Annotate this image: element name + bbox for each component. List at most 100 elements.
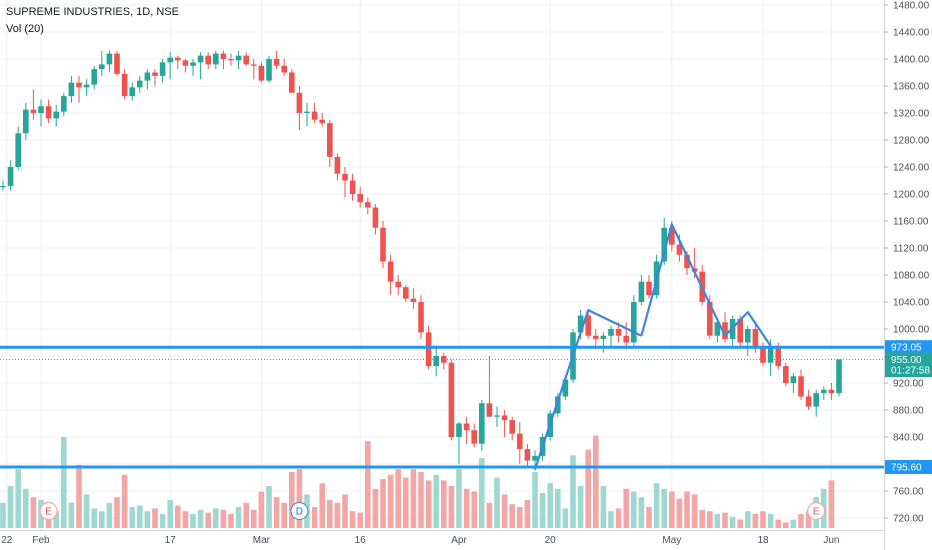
candle-body bbox=[334, 156, 341, 174]
candle-body bbox=[0, 185, 6, 188]
volume-bar bbox=[479, 458, 485, 528]
candle-body bbox=[129, 87, 135, 97]
volume-bar bbox=[342, 494, 348, 528]
price-tick-label: 880.00 bbox=[893, 406, 924, 417]
volume-bar bbox=[775, 519, 781, 528]
candle-body bbox=[30, 109, 37, 113]
candle-body bbox=[7, 167, 14, 186]
candle-body bbox=[45, 106, 52, 119]
event-marker-circle bbox=[807, 501, 826, 521]
volume-bar bbox=[737, 519, 743, 528]
candle-body bbox=[441, 356, 447, 363]
horizontal-levels[interactable] bbox=[0, 345, 884, 469]
volume-bar bbox=[707, 511, 713, 528]
candle-body bbox=[433, 356, 439, 367]
time-axis[interactable]: 22 Feb 17 Mar 16 Apr 20 May 18 Jun bbox=[0, 530, 884, 550]
volume-bar bbox=[600, 486, 607, 528]
price-axis[interactable]: 720.00760.00800.00840.00880.00920.00960.… bbox=[884, 0, 932, 550]
price-tick-label: 1080.00 bbox=[893, 271, 930, 282]
volume-bars bbox=[0, 435, 835, 528]
candle-body bbox=[243, 55, 249, 65]
volume-bar bbox=[137, 505, 143, 528]
price-tick-label: 1120.00 bbox=[893, 244, 929, 255]
candle-body bbox=[684, 254, 690, 269]
candle-body bbox=[296, 92, 303, 113]
volume-bar bbox=[167, 500, 173, 528]
pattern-line bbox=[640, 223, 726, 337]
candle-body bbox=[91, 69, 97, 85]
volume-bar bbox=[144, 511, 151, 528]
candle-body bbox=[501, 415, 508, 421]
volume-bar bbox=[334, 502, 341, 528]
volume-bar bbox=[182, 511, 189, 528]
volume-bar bbox=[121, 474, 128, 528]
candle-body bbox=[608, 329, 614, 336]
volume-bar bbox=[68, 502, 75, 528]
candle-body bbox=[289, 72, 295, 93]
price-label-text: 01:27:58 bbox=[891, 366, 930, 377]
candle-body bbox=[99, 64, 105, 70]
volume-bar bbox=[608, 511, 614, 528]
candle-body bbox=[828, 389, 835, 394]
candle-body bbox=[197, 55, 204, 63]
event-marker-circle bbox=[39, 501, 58, 521]
volume-bar bbox=[289, 472, 295, 528]
volume-bar bbox=[615, 508, 622, 528]
volume-bar bbox=[783, 522, 789, 528]
volume-bar bbox=[61, 437, 67, 528]
candle-body bbox=[623, 335, 629, 343]
volume-bar bbox=[159, 514, 166, 528]
candle-body bbox=[190, 62, 196, 66]
candle-body bbox=[175, 57, 181, 61]
candle-body bbox=[213, 53, 219, 65]
time-tick-label: Feb bbox=[32, 535, 50, 546]
volume-bar bbox=[15, 469, 21, 528]
candle-body bbox=[372, 207, 379, 228]
time-tick-label: 17 bbox=[165, 535, 177, 546]
price-label-text: 955.00 bbox=[891, 355, 922, 366]
candle-body bbox=[114, 53, 120, 74]
volume-bar bbox=[220, 509, 227, 528]
candle-body bbox=[783, 366, 789, 383]
time-axis-bg bbox=[0, 530, 884, 550]
volume-bar bbox=[296, 469, 303, 528]
volume-bar bbox=[646, 507, 652, 528]
price-tick-label: 920.00 bbox=[893, 379, 924, 390]
volume-bar bbox=[152, 508, 158, 528]
volume-bar bbox=[441, 480, 447, 528]
volume-bar bbox=[669, 491, 675, 528]
volume-bar bbox=[83, 494, 90, 528]
candle-body bbox=[524, 449, 531, 461]
time-tick-label: Jun bbox=[823, 535, 839, 546]
price-tick-label: 1440.00 bbox=[893, 28, 930, 39]
time-tick-label: Mar bbox=[253, 535, 271, 546]
candle-body bbox=[281, 65, 287, 73]
volume-bar bbox=[235, 507, 242, 528]
candle-body bbox=[707, 302, 713, 336]
candle-body bbox=[395, 281, 401, 288]
candle-body bbox=[144, 72, 151, 81]
candle-body bbox=[121, 73, 128, 97]
candle-body bbox=[471, 430, 477, 444]
volume-bar bbox=[593, 435, 599, 528]
volume-bar bbox=[517, 507, 523, 528]
volume-bar bbox=[486, 502, 493, 528]
volume-bar bbox=[463, 488, 470, 528]
volume-bar bbox=[357, 512, 363, 528]
volume-bar bbox=[410, 469, 417, 528]
candle-body bbox=[365, 202, 371, 208]
candle-body bbox=[304, 111, 310, 113]
candle-body bbox=[68, 82, 75, 97]
candle-body bbox=[745, 329, 751, 343]
volume-bar bbox=[433, 474, 439, 528]
candle-body bbox=[631, 302, 637, 343]
price-label-text: 973.05 bbox=[891, 343, 922, 354]
candle-body bbox=[798, 376, 804, 397]
price-tick-label: 1480.00 bbox=[893, 1, 930, 12]
event-marker-letter: D bbox=[296, 507, 303, 518]
volume-bar bbox=[494, 477, 500, 528]
price-label-box bbox=[885, 363, 932, 378]
volume-bar bbox=[577, 486, 584, 528]
